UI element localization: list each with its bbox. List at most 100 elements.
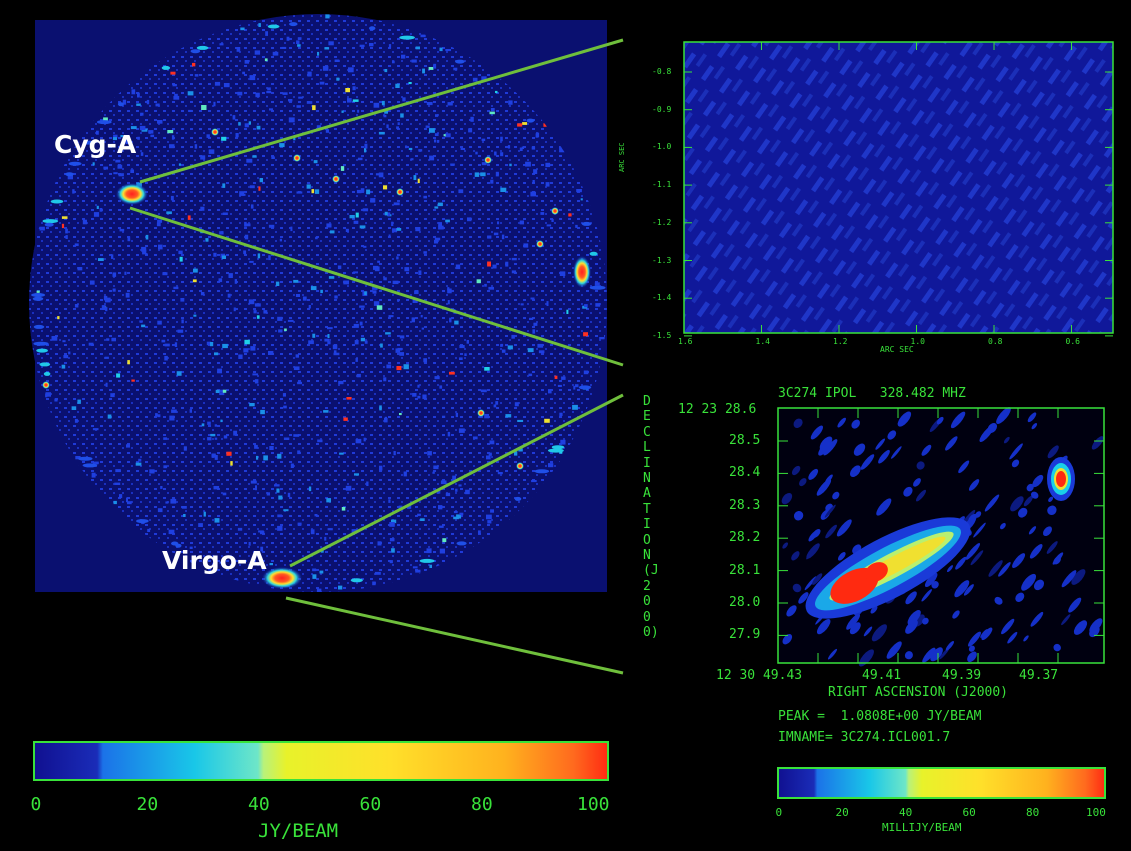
sky-noise-pixel [484,367,490,371]
sky-noise-pixel [248,299,255,305]
virgo-noise-blob [1027,412,1037,423]
sky-noise-pixel [384,69,388,73]
virgo-noise-blob [963,584,974,596]
virgo-noise-blob [952,610,960,619]
sky-noise-pixel [332,344,338,350]
sky-noise-pixel [165,501,169,504]
colorbar-right-tick-label: 100 [1086,806,1106,819]
virgo-noise-blob [870,605,878,614]
sky-compact-source [551,207,559,215]
sky-noise-pixel [170,498,177,504]
sky-noise-pixel [438,225,444,230]
sky-noise-pixel [346,397,352,400]
sky-noise-pixel [388,315,394,318]
sky-compact-source [536,240,544,248]
sky-noise-pixel [126,444,130,448]
sky-noise-pixel [380,343,383,348]
virgo-noise-blob [904,651,913,660]
sky-noise-pixel [559,271,566,276]
sky-noise-pixel [352,99,359,102]
sky-noise-pixel [413,175,417,180]
sky-noise-pixel [392,60,395,64]
sky-noise-pixel [599,337,605,340]
sky-noise-pixel [388,499,391,503]
sky-noise-pixel [166,211,172,215]
sky-noise-pixel [486,455,491,460]
sky-noise-pixel [198,523,203,527]
virgo-noise-blob [968,631,981,647]
sky-noise-pixel [297,381,302,385]
sky-noise-pixel [384,110,388,114]
sky-noise-pixel [252,155,257,158]
sky-noise-pixel [269,446,274,450]
sky-noise-pixel [531,146,536,150]
sky-noise-pixel [65,235,68,239]
sky-noise-pixel [385,332,391,335]
sky-noise-pixel [328,276,335,279]
sky-noise-pixel [311,189,315,194]
sky-noise-pixel [61,223,65,229]
sky-noise-pixel [412,393,417,397]
sky-noise-pixel [312,333,316,338]
sky-noise-pixel [106,338,110,341]
sky-noise-pixel [352,86,356,91]
sky-noise-pixel [308,305,311,309]
sky-noise-pixel [157,508,163,513]
sky-noise-pixel [444,133,451,138]
sky-noise-pixel [528,373,533,377]
sky-noise-pixel [206,341,211,346]
sky-noise-pixel [213,486,220,490]
sky-noise-pixel [220,419,223,423]
sky-noise-pixel [447,102,453,106]
sky-noise-pixel [373,301,380,306]
sky-noise-pixel [538,350,545,354]
sky-noise-pixel [306,101,313,104]
sky-noise-pixel [302,296,307,301]
sky-rim-feature [33,324,45,329]
sky-rim-feature [551,445,565,450]
virgo-noise-blob [947,565,953,573]
virgo-noise-blob [880,500,891,512]
sky-noise-pixel [475,151,478,155]
sky-noise-pixel [293,366,300,370]
sky-rim-feature [589,251,598,256]
sky-noise-pixel [369,43,374,47]
sky-noise-pixel [317,439,323,443]
virgo-zoom-y-tick-label: 27.9 [729,627,761,643]
sky-noise-pixel [39,226,45,231]
sky-rim-feature [514,496,522,501]
sky-noise-pixel [260,531,265,535]
sky-noise-pixel [223,83,230,88]
sky-rim-feature [68,161,82,166]
sky-noise-pixel [227,293,231,298]
virgo-noise-blob [945,641,955,651]
sky-noise-pixel [267,87,271,91]
sky-noise-pixel [210,342,214,347]
sky-noise-pixel [442,415,446,418]
sky-noise-pixel [484,414,489,419]
sky-noise-pixel [115,159,121,163]
sky-noise-pixel [112,288,116,292]
sky-noise-pixel [356,373,361,378]
sky-noise-pixel [214,81,221,86]
sky-noise-pixel [327,528,333,531]
sky-compact-source [484,156,492,164]
virgo-noise-blob [791,465,801,476]
sky-noise-pixel [277,453,282,459]
virgo-compact-source [1047,457,1075,501]
sky-noise-pixel [537,343,544,348]
sky-noise-pixel [359,44,365,47]
sky-noise-pixel [573,385,576,390]
sky-noise-pixel [459,345,465,349]
virgo-noise-blob [863,626,873,637]
sky-noise-pixel [155,103,160,107]
sky-noise-pixel [250,346,256,351]
sky-noise-pixel [148,130,154,134]
sky-noise-pixel [575,224,578,228]
colorbar-right-tick-label: 80 [1026,806,1040,819]
sky-noise-pixel [439,47,443,52]
sky-noise-pixel [360,337,365,342]
sky-noise-pixel [146,99,150,105]
sky-noise-pixel [131,89,136,95]
sky-noise-pixel [169,144,175,149]
